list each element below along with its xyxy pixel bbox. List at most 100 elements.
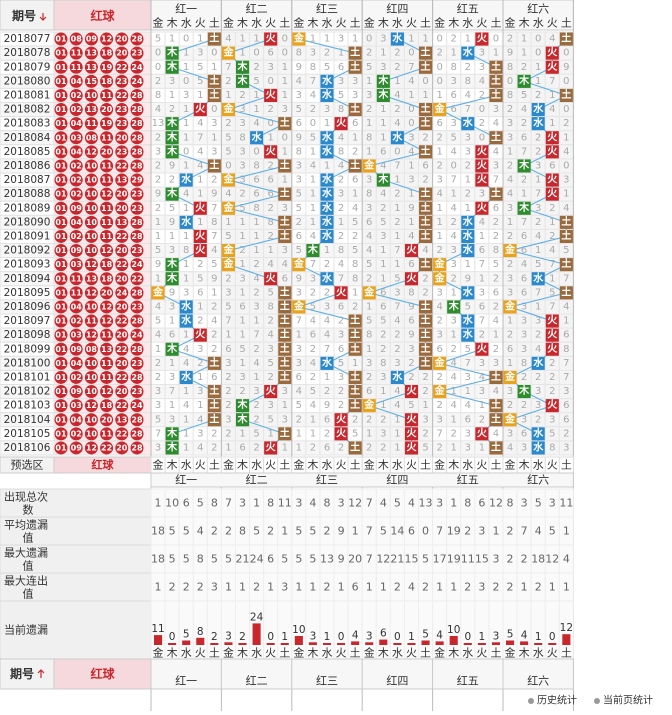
omission-value: 1 bbox=[169, 231, 175, 242]
omission-value: 2 bbox=[436, 160, 442, 171]
omission-value: 5 bbox=[324, 62, 330, 73]
stat-value: 18 bbox=[151, 525, 165, 538]
omission-value: 8 bbox=[408, 287, 414, 298]
omission-value: 4 bbox=[310, 316, 316, 327]
preselect-option-label: 金 bbox=[153, 458, 164, 472]
red-ball-number: 03 bbox=[71, 401, 82, 410]
hit-mark-label: 木 bbox=[166, 440, 178, 453]
omission-value: 3 bbox=[169, 301, 175, 312]
preselect-option-label: 火 bbox=[265, 459, 276, 472]
red-ball bbox=[54, 173, 68, 187]
red-ball-number: 23 bbox=[131, 190, 142, 199]
current-omission-bar bbox=[407, 643, 416, 645]
hit-mark-label: 土 bbox=[421, 229, 431, 242]
omission-value: 2 bbox=[436, 316, 442, 327]
red-ball bbox=[100, 74, 114, 88]
hit-mark-label: 水 bbox=[462, 328, 474, 341]
current-omission-value: 10 bbox=[292, 624, 305, 636]
group-header-label: 红五 bbox=[457, 3, 479, 16]
omission-value: 5 bbox=[296, 189, 302, 200]
red-ball-number: 28 bbox=[131, 133, 143, 142]
red-ball-number: 01 bbox=[55, 401, 67, 410]
hit-mark-label: 金 bbox=[222, 201, 234, 214]
element-header-label: 土 bbox=[209, 17, 220, 30]
omission-value: 1 bbox=[183, 386, 189, 397]
omission-value: 2 bbox=[324, 386, 330, 397]
omission-value: 2 bbox=[451, 428, 457, 439]
omission-value: 6 bbox=[563, 330, 569, 341]
footer-group-label: 红一 bbox=[175, 675, 197, 688]
omission-value: 2 bbox=[394, 217, 400, 228]
red-ball bbox=[54, 117, 68, 131]
issue-number: 2018097 bbox=[4, 315, 51, 327]
omission-value: 1 bbox=[479, 231, 485, 242]
omission-value: 1 bbox=[155, 273, 161, 284]
red-ball-number: 12 bbox=[101, 387, 112, 396]
omission-value: 8 bbox=[507, 90, 513, 101]
omission-value: 1 bbox=[239, 48, 245, 59]
red-ball bbox=[100, 32, 114, 46]
stat-label: 当前遗漏 bbox=[4, 623, 48, 637]
preselect-group-label: 红二 bbox=[246, 474, 268, 487]
hit-mark-label: 水 bbox=[532, 116, 544, 129]
omission-value: 0 bbox=[155, 48, 161, 59]
hit-mark-label: 水 bbox=[391, 370, 403, 383]
red-ball-number: 22 bbox=[131, 274, 142, 283]
stat-value: 3 bbox=[295, 497, 302, 510]
issue-header-label: 期号 bbox=[12, 8, 36, 23]
omission-value: 2 bbox=[225, 428, 231, 439]
omission-value: 7 bbox=[324, 344, 330, 355]
omission-value: 1 bbox=[310, 217, 316, 228]
red-ball-number: 11 bbox=[101, 204, 113, 213]
omission-value: 5 bbox=[296, 104, 302, 115]
omission-value: 1 bbox=[183, 48, 189, 59]
omission-value: 1 bbox=[451, 442, 457, 453]
omission-value: 7 bbox=[253, 330, 259, 341]
omission-value: 1 bbox=[282, 62, 288, 73]
hit-mark-label: 火 bbox=[477, 174, 488, 186]
omission-value: 3 bbox=[507, 203, 513, 214]
omission-value: 9 bbox=[211, 189, 217, 200]
red-ball-number: 18 bbox=[101, 274, 113, 283]
hit-mark-label: 金 bbox=[293, 299, 305, 312]
omission-value: 8 bbox=[239, 132, 245, 143]
current-omission-value: 12 bbox=[560, 622, 573, 634]
group-header-label: 红二 bbox=[246, 3, 268, 16]
red-ball bbox=[130, 187, 144, 201]
hit-mark-label: 土 bbox=[561, 229, 571, 242]
sort-arrow-icon[interactable] bbox=[39, 13, 47, 21]
hit-mark-label: 土 bbox=[280, 215, 290, 228]
omission-value: 2 bbox=[521, 175, 527, 186]
omission-value: 5 bbox=[366, 259, 372, 270]
red-ball-number: 13 bbox=[86, 105, 97, 114]
omission-value: 3 bbox=[493, 104, 499, 115]
red-ball-number: 01 bbox=[55, 443, 67, 452]
legend-history-dot[interactable] bbox=[528, 698, 534, 704]
red-ball bbox=[100, 173, 114, 187]
red-ball-number: 01 bbox=[55, 63, 67, 72]
hit-mark-label: 土 bbox=[421, 314, 431, 327]
preselect-option-label: 土 bbox=[561, 459, 572, 472]
omission-value: 1 bbox=[183, 442, 189, 453]
legend-current-dot[interactable] bbox=[594, 698, 600, 704]
red-ball-number: 28 bbox=[131, 345, 143, 354]
issue-number: 2018105 bbox=[4, 428, 51, 440]
omission-value: 3 bbox=[211, 146, 217, 157]
omission-value: 1 bbox=[352, 189, 358, 200]
omission-value: 1 bbox=[155, 231, 161, 242]
hit-mark-label: 水 bbox=[462, 215, 474, 228]
red-ball-number: 01 bbox=[55, 260, 67, 269]
issue-number: 2018100 bbox=[4, 357, 51, 369]
omission-value: 3 bbox=[197, 428, 203, 439]
stat-value: 6 bbox=[478, 497, 485, 510]
omission-value: 8 bbox=[310, 62, 316, 73]
red-ball-number: 01 bbox=[55, 415, 67, 424]
group-header-label: 红四 bbox=[386, 3, 408, 16]
omission-value: 4 bbox=[211, 316, 217, 327]
omission-value: 6 bbox=[507, 344, 513, 355]
red-ball-number: 01 bbox=[55, 49, 67, 58]
hit-mark-label: 火 bbox=[406, 441, 417, 453]
omission-value: 1 bbox=[493, 330, 499, 341]
omission-value: 3 bbox=[465, 132, 471, 143]
current-omission-bar bbox=[463, 643, 472, 645]
